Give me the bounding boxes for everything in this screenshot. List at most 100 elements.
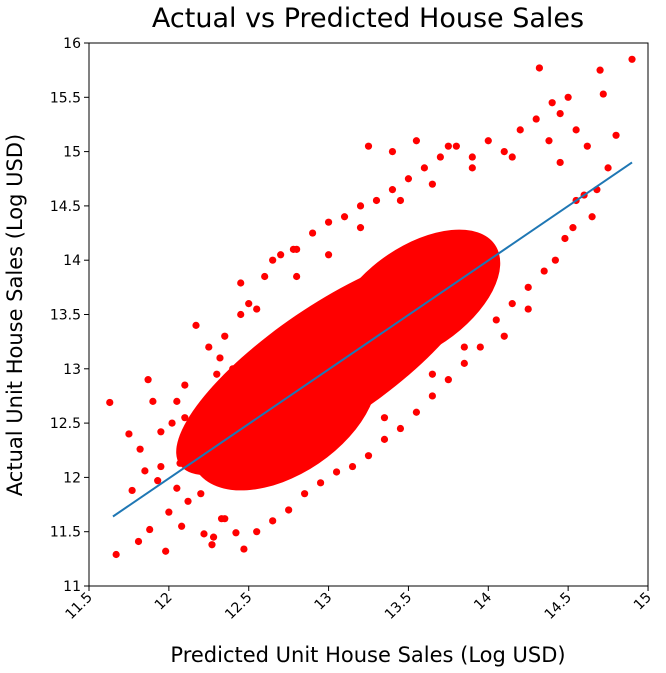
scatter-point (356, 202, 365, 210)
scatter-point (106, 398, 114, 407)
scatter-point (388, 148, 397, 156)
scatter-point (540, 267, 548, 275)
scatter-point (396, 424, 405, 433)
scatter-point (524, 283, 532, 291)
scatter-point (136, 445, 144, 453)
scatter-point (332, 468, 341, 476)
chart-title: Actual vs Predicted House Sales (152, 3, 584, 34)
scatter-point (285, 506, 293, 514)
scatter-point (468, 164, 476, 172)
scatter-point (149, 397, 157, 405)
scatter-point (208, 541, 216, 549)
scatter-point (217, 515, 226, 523)
scatter-point (125, 430, 133, 438)
scatter-point (157, 462, 165, 471)
y-tick-label: 16 (63, 36, 81, 52)
scatter-point (452, 142, 460, 150)
scatter-point (128, 486, 136, 495)
scatter-point (141, 467, 149, 475)
scatter-point (289, 245, 298, 253)
scatter-point (154, 477, 162, 485)
scatter-point (237, 279, 245, 287)
scatter-point (324, 218, 333, 226)
scatter-point (162, 547, 170, 555)
scatter-point (213, 370, 221, 378)
scatter-point (396, 196, 405, 205)
scatter-point (168, 419, 176, 427)
scatter-point (209, 533, 218, 541)
scatter-point (380, 435, 389, 443)
scatter-point (388, 186, 397, 194)
scatter-point (184, 497, 192, 505)
scatter-point (253, 528, 261, 536)
scatter-point (316, 479, 325, 487)
scatter-point (436, 153, 444, 161)
y-tick-label: 14.5 (50, 199, 81, 215)
scatter-point (524, 305, 532, 313)
scatter-point (189, 441, 197, 449)
scatter-point (583, 142, 591, 150)
scatter-point (428, 392, 436, 400)
scatter-point (134, 537, 143, 546)
scatter-point (197, 490, 205, 498)
scatter-point (293, 272, 301, 281)
scatter-point (348, 462, 357, 471)
scatter-point (508, 300, 516, 308)
scatter-point (500, 148, 508, 156)
scatter-point (309, 229, 317, 237)
scatter-point (173, 397, 181, 405)
y-tick-label: 11.5 (50, 525, 81, 541)
scatter-point (245, 300, 253, 308)
scatter-point (460, 359, 468, 367)
scatter-point (548, 99, 556, 107)
scatter-point (561, 234, 569, 243)
scatter-point (532, 115, 540, 123)
scatter-point (112, 550, 120, 559)
fit-line (112, 161, 633, 518)
scatter-point (165, 508, 173, 516)
scatter-point (253, 305, 261, 313)
y-tick-label: 14 (63, 253, 81, 269)
scatter-point (476, 343, 484, 351)
scatter-point (428, 180, 436, 188)
scatter-point (604, 164, 612, 172)
scatter-point (428, 370, 436, 378)
scatter-point (205, 452, 213, 460)
point-cloud (190, 334, 378, 491)
scatter-point (492, 316, 500, 324)
scatter-point (269, 517, 277, 525)
scatter-point (588, 213, 596, 221)
plot-area: 11.5 12 12.5 13 13.5 14 14.5 151111.51212.51313… (50, 36, 655, 623)
scatter-point (556, 158, 564, 167)
scatter-point (516, 126, 524, 134)
scatter-point (261, 272, 269, 281)
x-tick-label: 14 (471, 589, 495, 613)
scatter-point (444, 142, 452, 150)
scatter-point (468, 153, 476, 161)
y-tick-label: 11 (63, 579, 81, 595)
x-tick-label: 13 (311, 590, 335, 614)
scatter-point (356, 224, 365, 232)
scatter-point (192, 321, 200, 329)
scatter-point (508, 153, 516, 161)
scatter-point (412, 408, 421, 416)
scatter-point (556, 109, 564, 118)
scatter-point (460, 343, 468, 351)
scatter-point (277, 251, 285, 259)
scatter-point (257, 468, 266, 476)
scatter-point (599, 90, 607, 98)
scatter-point (269, 256, 277, 264)
scatter-point (372, 196, 381, 205)
scatter-point (569, 224, 577, 232)
scatter-point (205, 343, 213, 351)
scatter-point (181, 414, 189, 422)
scatter-point (146, 525, 154, 534)
scatter-point (324, 251, 333, 259)
scatter-point (444, 376, 452, 384)
y-tick-label: 15.5 (50, 90, 81, 106)
y-tick-label: 13.5 (50, 308, 81, 324)
point-cloud (332, 229, 501, 367)
scatter-point (301, 490, 309, 498)
y-tick-label: 12 (63, 470, 81, 486)
